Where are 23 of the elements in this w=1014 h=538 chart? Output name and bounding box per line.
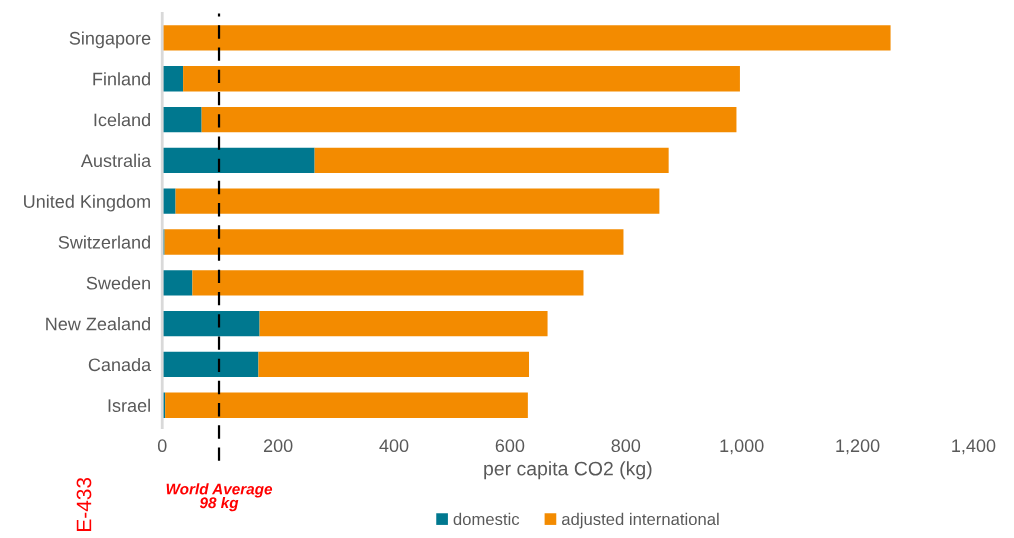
y-tick-label: Switzerland	[58, 235, 150, 249]
legend-label: domestic	[453, 512, 520, 526]
y-tick-label: Iceland	[94, 113, 150, 127]
y-tick-label: Sweden	[86, 276, 150, 290]
ref-line-label: World Average 98 kg	[166, 483, 273, 512]
x-tick-label: 0	[157, 439, 167, 453]
x-axis-title: per capita CO2 (kg)	[484, 461, 652, 480]
legend-label: adjusted international	[561, 512, 719, 529]
text: E-433	[76, 477, 92, 531]
x-tick-label: 600	[495, 439, 525, 453]
y-tick-label: New Zealand	[46, 317, 150, 331]
y-tick-label: United Kingdom	[24, 194, 150, 212]
y-tick-label: Finland	[93, 72, 150, 86]
x-tick-label: 1,400	[952, 439, 996, 455]
x-tick-label: 800	[611, 439, 641, 453]
y-tick-label: Singapore	[69, 31, 151, 49]
x-tick-label: 1,200	[836, 439, 880, 455]
x-tick-label: 400	[379, 439, 409, 453]
x-tick-label: 200	[263, 439, 293, 453]
x-tick-label: 1,000	[720, 439, 764, 455]
y-tick-label: Israel	[108, 398, 150, 412]
y-tick-label: Australia	[80, 153, 152, 168]
y-tick-label: Canada	[88, 357, 152, 372]
